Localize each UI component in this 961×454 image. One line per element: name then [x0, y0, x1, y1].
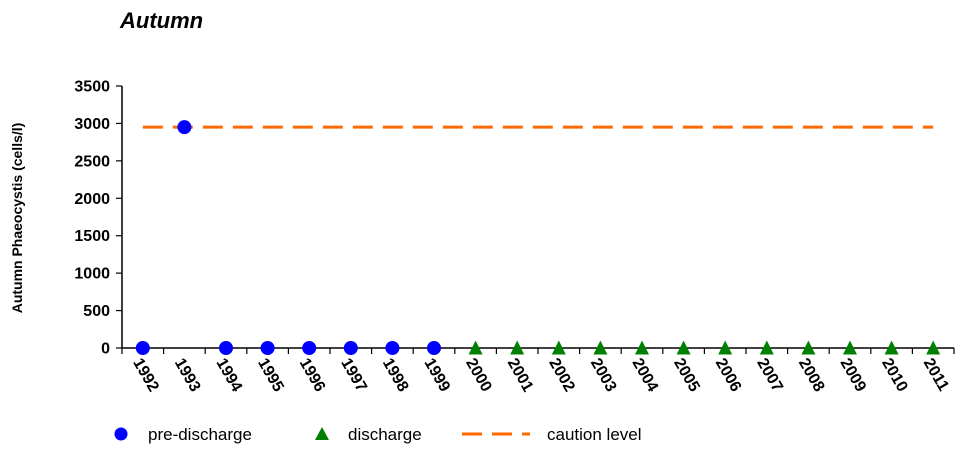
x-tick-label: 2004	[629, 356, 662, 395]
discharge-point	[718, 340, 733, 355]
pre-discharge-point	[177, 120, 192, 135]
discharge-point	[635, 340, 649, 355]
x-tick-label: 1996	[296, 356, 329, 395]
discharge-point	[593, 340, 608, 355]
pre-discharge-point	[385, 341, 400, 355]
x-tick-label: 1997	[337, 356, 370, 395]
x-tick-label: 2011	[920, 356, 952, 395]
legend-circle-marker	[114, 427, 128, 441]
x-axis-ticks: 1992 1993 1994 1995 1996 1997 1998 1999 2000 2001…	[121, 348, 955, 395]
x-tick-label: 2002	[545, 356, 578, 395]
discharge-point	[884, 340, 899, 355]
chart-title: Autumn	[120, 8, 204, 33]
pre-discharge-point	[343, 341, 358, 355]
data-marks	[135, 120, 941, 355]
x-tick-label: 2001	[504, 356, 537, 395]
x-tick-label: 2005	[670, 356, 703, 395]
x-tick-label: 2007	[753, 356, 786, 395]
discharge-point	[843, 340, 857, 355]
y-tick-label: 3000	[74, 116, 110, 133]
legend-label: caution level	[547, 425, 642, 444]
y-axis-title: Autumn Phaeocystis (cells/l)	[9, 123, 25, 314]
legend-item: discharge	[315, 425, 422, 444]
discharge-point	[759, 340, 774, 355]
legend-label: discharge	[348, 425, 422, 444]
y-tick-label: 2000	[74, 191, 110, 208]
x-tick-label: 1992	[129, 356, 162, 395]
discharge-point	[801, 340, 816, 355]
x-tick-label: 2008	[795, 356, 828, 395]
x-tick-label: 2010	[878, 356, 911, 395]
x-tick-label: 1993	[171, 356, 204, 395]
y-tick-label: 1500	[74, 228, 110, 245]
x-tick-label: 1999	[421, 356, 454, 395]
x-tick-label: 2009	[837, 356, 870, 395]
pre-discharge-point	[260, 341, 275, 355]
discharge-point	[468, 340, 483, 355]
y-axis-ticks: 0 500 1000 1500 2000 2500 3000 3500	[74, 79, 122, 358]
legend-item: pre-discharge	[114, 425, 252, 444]
pre-discharge-point	[219, 341, 233, 355]
x-tick-label: 1998	[379, 356, 412, 395]
y-tick-label: 2500	[74, 153, 110, 170]
discharge-point	[510, 340, 525, 355]
x-tick-label: 2003	[587, 356, 620, 395]
discharge-point	[551, 340, 566, 355]
axes	[121, 86, 954, 349]
legend-label: pre-discharge	[148, 425, 252, 444]
discharge-point	[676, 340, 691, 355]
y-tick-label: 500	[83, 303, 110, 320]
x-tick-label: 2006	[712, 356, 745, 395]
legend-item: caution level	[462, 425, 642, 444]
discharge-point	[926, 340, 941, 355]
legend-triangle-marker	[315, 427, 329, 440]
y-tick-label: 0	[101, 341, 110, 358]
pre-discharge-point	[302, 341, 317, 355]
pre-discharge-point	[135, 341, 150, 355]
y-tick-label: 3500	[74, 79, 110, 96]
pre-discharge-point	[427, 341, 441, 355]
x-tick-label: 1995	[254, 356, 287, 395]
x-tick-label: 2000	[462, 356, 495, 395]
x-tick-label: 1994	[213, 356, 246, 395]
y-tick-label: 1000	[74, 266, 110, 283]
legend: pre-discharge discharge caution level	[114, 425, 642, 444]
